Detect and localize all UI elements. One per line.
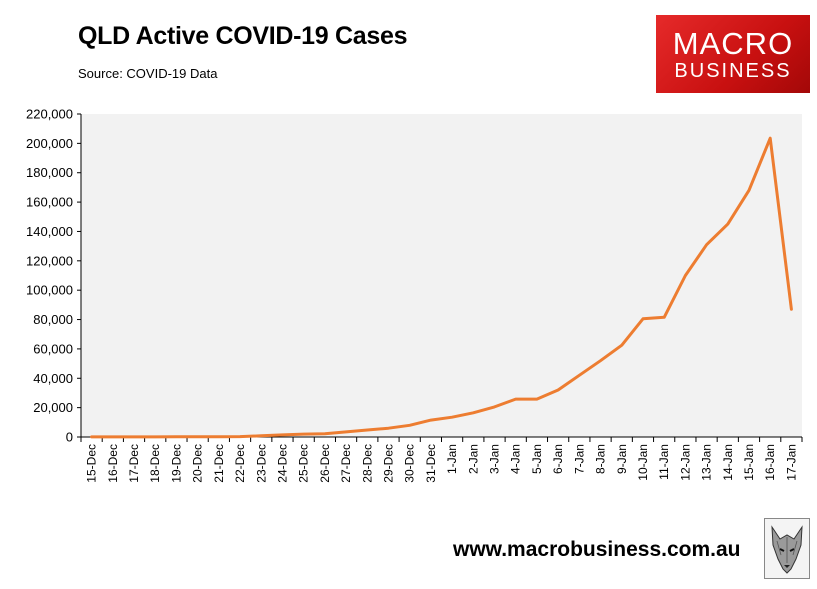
y-tick-label: 160,000 — [26, 195, 73, 210]
x-tick-label: 23-Dec — [254, 444, 268, 483]
y-tick-label: 220,000 — [26, 107, 73, 122]
x-tick-label: 27-Dec — [339, 444, 353, 483]
x-tick-label: 16-Dec — [106, 444, 120, 483]
x-tick-label: 30-Dec — [403, 444, 417, 483]
y-tick-label: 100,000 — [26, 283, 73, 298]
y-tick-label: 40,000 — [33, 371, 73, 386]
line-chart: 0 20,000 40,000 60,000 80,000 100,000 120,000 1… — [26, 107, 803, 483]
x-tick-label: 22-Dec — [233, 444, 247, 483]
y-axis: 0 20,000 40,000 60,000 80,000 100,000 120,000 1… — [26, 107, 82, 445]
x-tick-label: 17-Jan — [784, 444, 798, 481]
logo-line-1: MACRO — [672, 26, 794, 61]
chart-title: QLD Active COVID-19 Cases — [78, 22, 408, 50]
x-axis: 15-Dec 16-Dec 17-Dec 18-Dec 19-Dec 20-Dec 21-D… — [80, 436, 803, 483]
plot-area — [81, 114, 802, 437]
y-tick-label: 200,000 — [26, 136, 73, 151]
x-tick-label: 10-Jan — [636, 444, 650, 481]
x-tick-label: 16-Jan — [763, 444, 777, 481]
y-tick-label: 180,000 — [26, 165, 73, 180]
chart-subtitle: Source: COVID-19 Data — [78, 66, 218, 81]
x-tick-label: 21-Dec — [212, 444, 226, 483]
logo-line-2: BUSINESS — [674, 60, 792, 82]
macrobusiness-logo: MACRO BUSINESS — [656, 15, 810, 93]
series-line — [90, 136, 793, 439]
y-tick-label: 80,000 — [33, 312, 73, 327]
x-tick-label: 19-Dec — [169, 444, 183, 483]
x-tick-label: 14-Jan — [721, 444, 735, 481]
x-tick-label: 8-Jan — [594, 444, 608, 474]
x-tick-label: 4-Jan — [509, 444, 523, 474]
x-tick-label: 28-Dec — [360, 444, 374, 483]
y-tick-label: 120,000 — [26, 253, 73, 268]
x-tick-label: 3-Jan — [488, 444, 502, 474]
x-tick-label: 9-Jan — [615, 444, 629, 474]
x-tick-label: 5-Jan — [530, 444, 544, 474]
y-tick-label: 20,000 — [33, 400, 73, 415]
x-tick-label: 20-Dec — [191, 444, 205, 483]
x-tick-label: 15-Dec — [85, 444, 99, 483]
wolf-icon — [771, 525, 803, 574]
x-tick-label: 1-Jan — [445, 444, 459, 474]
x-tick-label: 31-Dec — [424, 444, 438, 483]
y-tick-label: 0 — [66, 430, 73, 445]
x-tick-label: 18-Dec — [148, 444, 162, 483]
y-tick-label: 140,000 — [26, 224, 73, 239]
y-tick-label: 60,000 — [33, 341, 73, 356]
x-tick-label: 17-Dec — [127, 444, 141, 483]
x-tick-label: 13-Jan — [700, 444, 714, 481]
x-tick-label: 7-Jan — [572, 444, 586, 474]
x-tick-label: 26-Dec — [318, 444, 332, 483]
website-url: www.macrobusiness.com.au — [453, 538, 741, 561]
x-tick-label: 25-Dec — [297, 444, 311, 483]
x-tick-label: 11-Jan — [657, 444, 671, 480]
wolf-logo — [764, 518, 810, 579]
x-tick-label: 12-Jan — [678, 444, 692, 481]
x-tick-label: 2-Jan — [466, 444, 480, 474]
x-tick-label: 24-Dec — [275, 444, 289, 483]
x-tick-label: 6-Jan — [551, 444, 565, 474]
x-tick-label: 15-Jan — [742, 444, 756, 481]
x-tick-label: 29-Dec — [381, 444, 395, 483]
